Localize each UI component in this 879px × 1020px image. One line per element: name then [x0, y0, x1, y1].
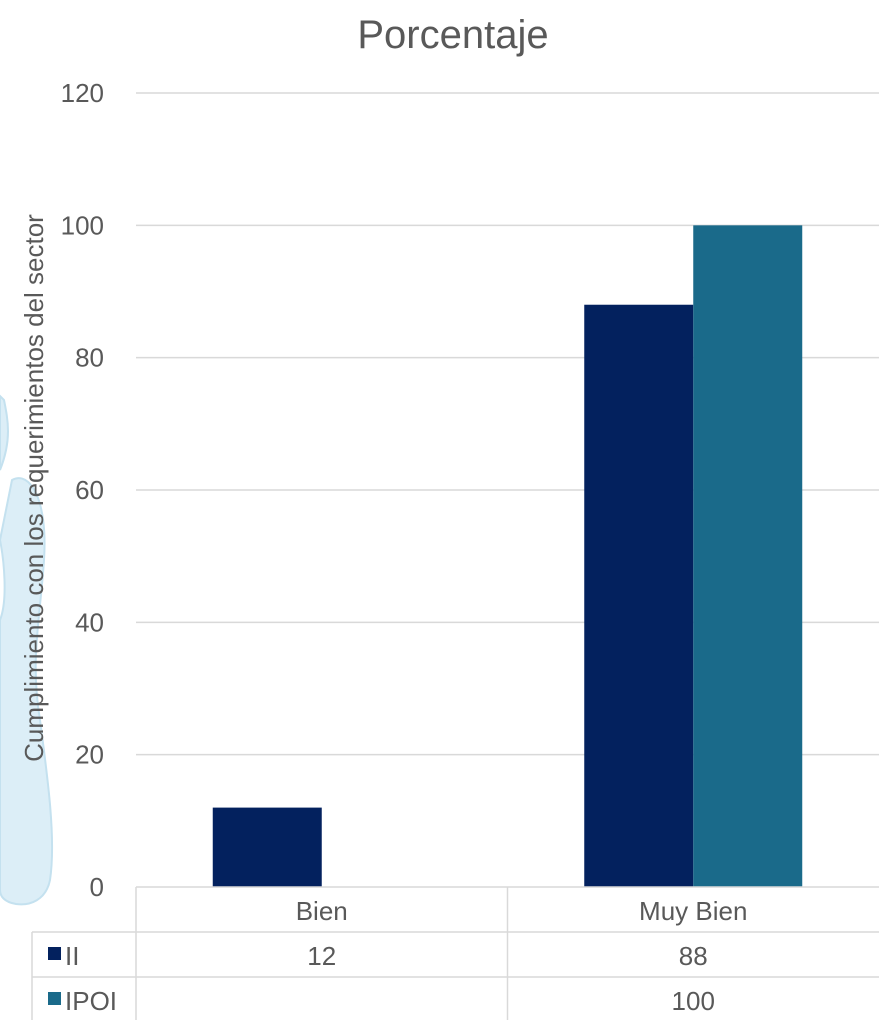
- y-axis-ticks: 0 20 40 60 80 100 120: [61, 78, 104, 902]
- table-cell-value: 12: [307, 941, 336, 971]
- data-table: Bien Muy Bien II 12 88 IPOI 100: [31, 886, 879, 1020]
- chart-title: Porcentaje: [357, 13, 548, 57]
- y-tick-label: 100: [61, 210, 104, 240]
- bar-IPOI-Muy-Bien: [693, 225, 803, 888]
- bars: [212, 225, 803, 888]
- legend-label: IPOI: [65, 986, 117, 1016]
- legend-key-II: [48, 947, 61, 960]
- y-tick-label: 0: [90, 872, 104, 902]
- category-label: Bien: [296, 896, 348, 926]
- legend-key-IPOI: [48, 992, 61, 1005]
- decorative-background-shape: [0, 394, 54, 906]
- bar-II-Bien: [212, 807, 322, 887]
- y-tick-label: 60: [75, 475, 104, 505]
- legend-label: II: [65, 941, 79, 971]
- y-tick-label: 40: [75, 607, 104, 637]
- y-tick-label: 20: [75, 740, 104, 770]
- category-label: Muy Bien: [639, 896, 747, 926]
- table-cell-value: 88: [679, 941, 708, 971]
- y-tick-label: 80: [75, 343, 104, 373]
- y-axis-label: Cumplimiento con los requerimientos del …: [19, 214, 49, 762]
- bar-II-Muy-Bien: [584, 304, 694, 887]
- y-tick-label: 120: [61, 78, 104, 108]
- table-cell-value: 100: [672, 986, 715, 1016]
